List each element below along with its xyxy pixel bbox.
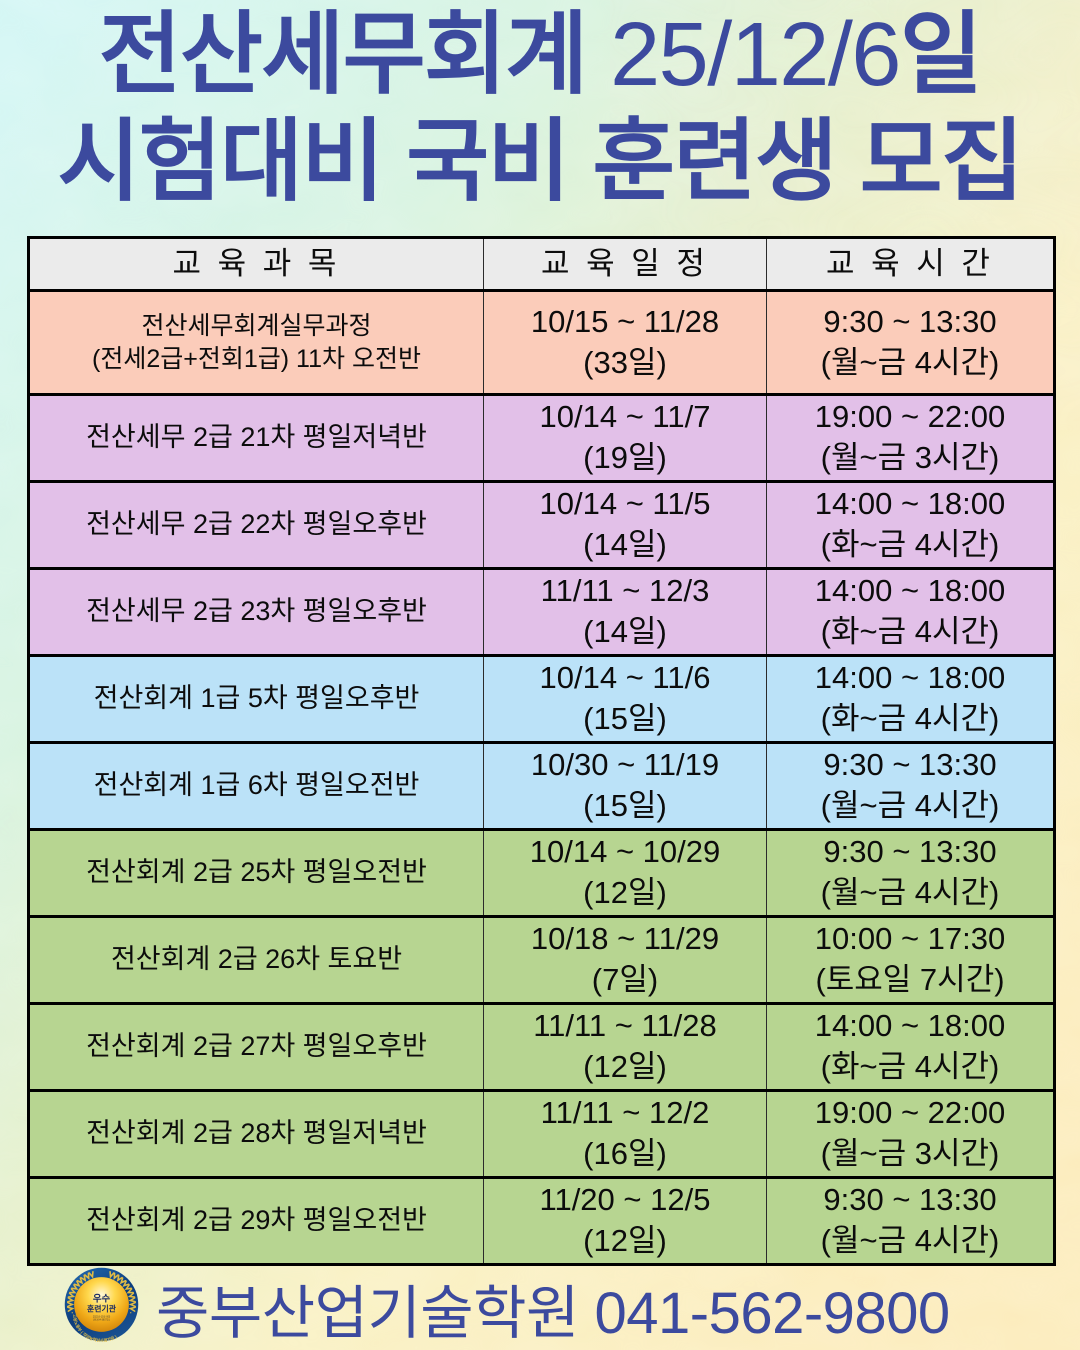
svg-text:훈련기관: 훈련기관: [87, 1304, 117, 1314]
svg-text:우수: 우수: [93, 1294, 111, 1304]
